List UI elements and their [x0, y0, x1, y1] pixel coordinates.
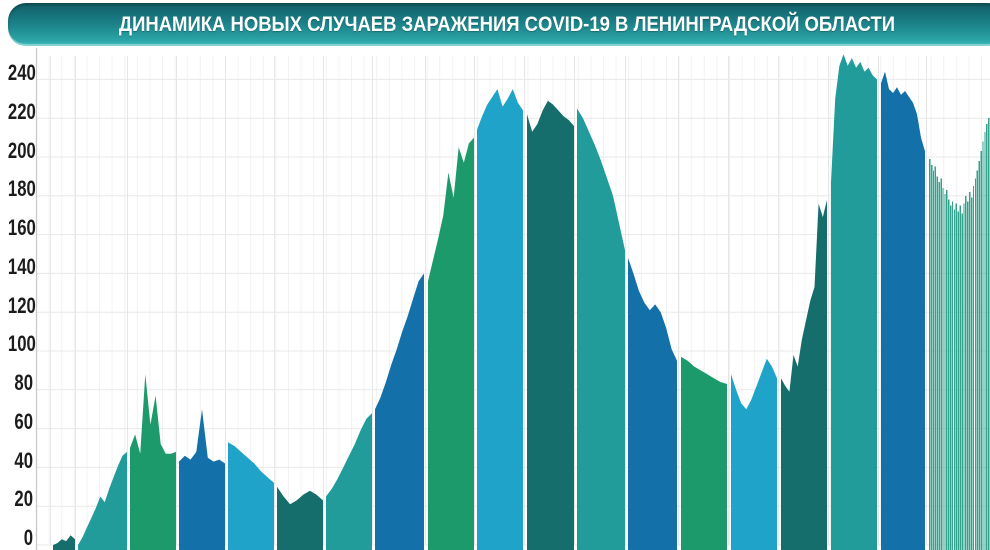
y-axis-tick-label: 120: [7, 292, 36, 318]
daily-bar: [988, 118, 990, 550]
daily-bar: [957, 211, 959, 550]
area-segment-11: [527, 100, 574, 550]
area-segment-8: [375, 273, 424, 550]
area-segment-18: [881, 71, 925, 550]
daily-bar: [929, 158, 931, 550]
area-segment-17: [831, 54, 877, 550]
y-axis-tick-label: 60: [14, 408, 33, 434]
area-segment-10: [477, 89, 523, 550]
daily-bar: [944, 193, 946, 550]
area-segment-1: [53, 535, 75, 550]
daily-bar: [972, 186, 975, 550]
daily-bar: [932, 170, 935, 550]
daily-bar: [982, 141, 984, 550]
daily-bar: [980, 151, 982, 550]
y-axis-tick-label: 240: [7, 60, 36, 85]
daily-bar: [955, 203, 958, 550]
daily-bar: [970, 197, 973, 550]
daily-bar: [949, 205, 952, 550]
area-segment-15: [731, 358, 777, 550]
area-segment-12: [577, 108, 625, 550]
title-banner: ДИНАМИКА НОВЫХ СЛУЧАЕВ ЗАРАЖЕНИЯ COVID-1…: [8, 3, 990, 46]
daily-bar: [930, 164, 933, 550]
daily-bar: [967, 201, 969, 550]
area-segment-4: [179, 409, 225, 550]
daily-bar: [953, 209, 956, 550]
chart-title: ДИНАМИКА НОВЫХ СЛУЧАЕВ ЗАРАЖЕНИЯ COVID-1…: [118, 12, 896, 36]
y-axis-tick-label: 220: [7, 98, 36, 124]
area-segment-14: [681, 356, 727, 550]
daily-bar: [942, 188, 944, 550]
y-axis-tick-label: 160: [7, 215, 36, 240]
daily-bar: [934, 166, 937, 550]
area-segment-16: [781, 199, 827, 550]
area-segment-13: [628, 257, 677, 550]
y-axis-tick-label: 140: [7, 253, 36, 279]
y-axis-tick-label: 0: [23, 525, 33, 550]
daily-bar: [959, 205, 961, 550]
daily-bar: [936, 176, 938, 550]
area-segment-7: [326, 413, 372, 550]
daily-bar: [969, 191, 971, 550]
daily-bar: [951, 201, 954, 550]
daily-bar: [946, 190, 948, 550]
daily-bar: [963, 203, 965, 550]
daily-bar: [974, 178, 977, 550]
y-axis-tick-label: 100: [7, 331, 36, 357]
daily-bar: [978, 160, 980, 550]
area-segment-9: [428, 137, 474, 550]
area-segment-6: [277, 486, 323, 550]
y-axis-tick-label: 200: [7, 137, 36, 163]
daily-bar: [986, 124, 988, 550]
daily-bar: [948, 199, 950, 550]
daily-bar: [984, 131, 986, 550]
daily-bar: [976, 170, 979, 550]
daily-bar: [961, 213, 963, 550]
y-axis-tick-label: 180: [7, 176, 36, 202]
y-axis-tick-label: 40: [14, 447, 33, 473]
y-axis-labels: 0 20 40 60 80 100 120 140 160 180 200 220 240: [0, 0, 36, 550]
area-segment-5: [228, 442, 274, 550]
daily-bar: [940, 178, 942, 550]
y-axis-tick-label: 20: [14, 486, 33, 512]
y-axis-tick-label: 80: [14, 370, 33, 395]
daily-bar: [938, 182, 940, 550]
area-segment-3: [130, 374, 176, 550]
area-segment-2: [78, 451, 127, 550]
daily-bar: [965, 195, 967, 550]
